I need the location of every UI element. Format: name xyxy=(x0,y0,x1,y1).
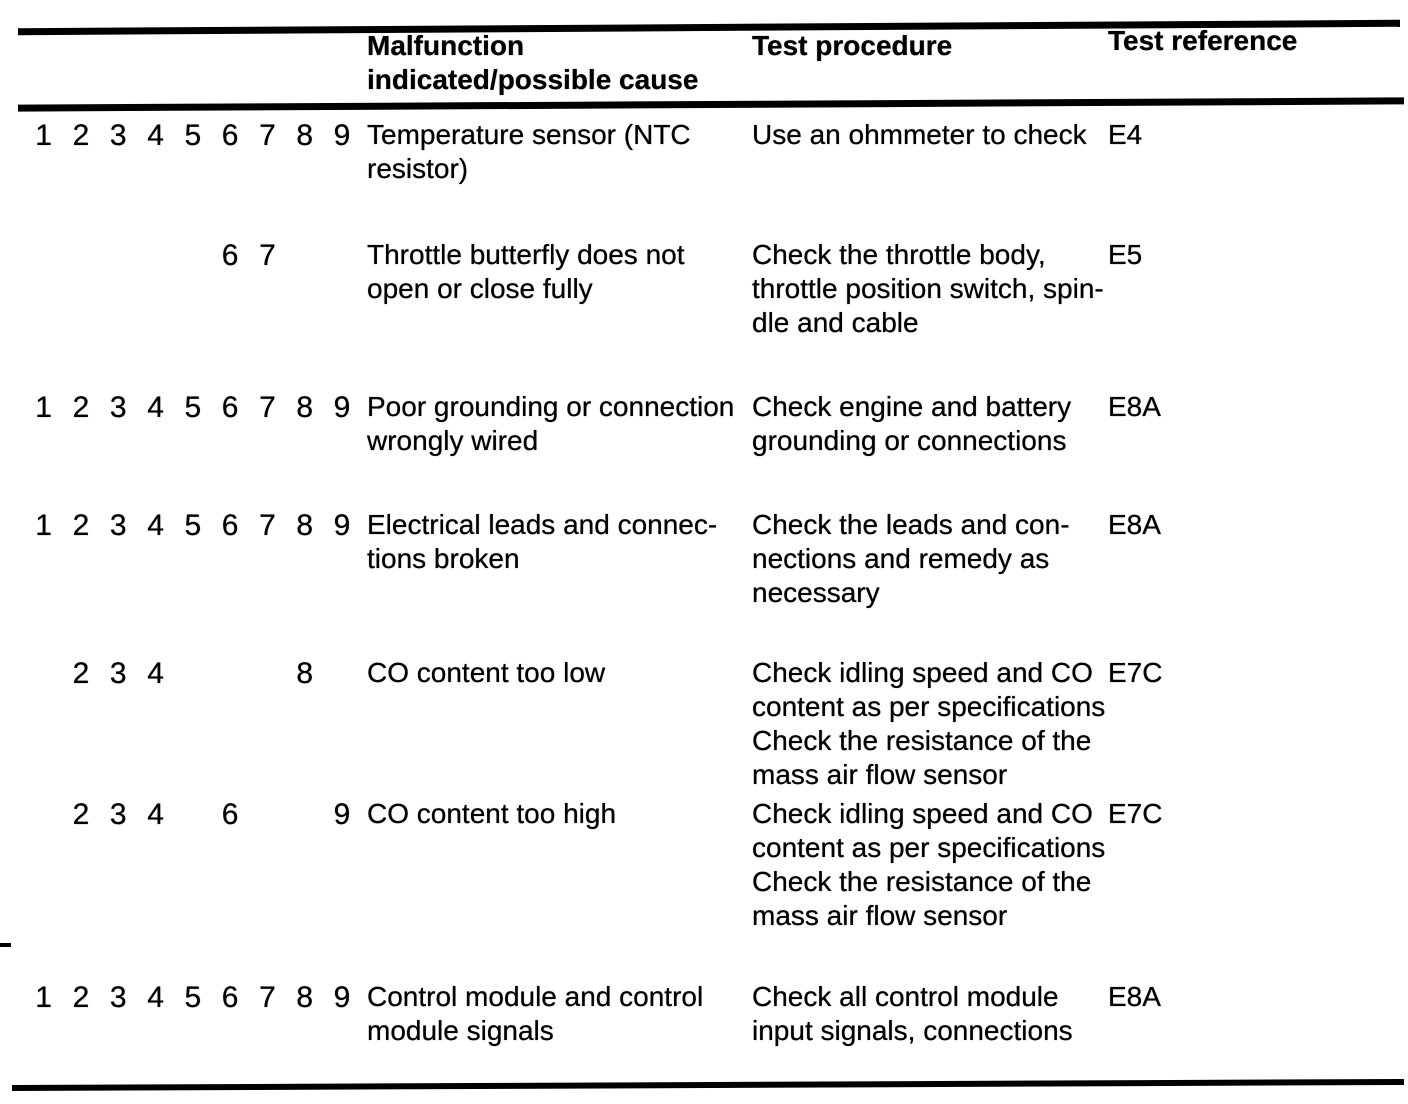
fault-code: 5 xyxy=(184,391,202,424)
fault-code xyxy=(25,657,62,691)
scan-artifact-mark xyxy=(0,943,11,947)
fault-code xyxy=(323,657,360,691)
fault-code: 9 xyxy=(333,509,351,542)
fault-code-cells: 2 3 4 6 9 xyxy=(25,798,361,832)
malfunction-cell: Electrical leads and connec- tions broke… xyxy=(367,509,718,574)
fault-code-cells: 2 3 4 8 xyxy=(25,657,361,691)
header-divider-rule xyxy=(17,97,1405,112)
fault-code: 8 xyxy=(296,657,314,690)
fault-code: 7 xyxy=(259,239,276,272)
fault-code: 2 xyxy=(72,391,90,424)
test-reference-cell: E7C xyxy=(1108,657,1163,688)
malfunction-cell: CO content too high xyxy=(367,798,617,829)
fault-code xyxy=(25,239,62,273)
fault-code: 2 xyxy=(72,798,90,831)
fault-code: 7 xyxy=(259,509,276,542)
test-reference-cell: E8A xyxy=(1108,981,1161,1012)
fault-code: 8 xyxy=(296,981,314,1014)
fault-code: 6 xyxy=(221,239,239,272)
test-procedure-cell: Check the leads and con- nections and re… xyxy=(752,509,1070,608)
fault-code: 3 xyxy=(109,119,127,152)
fault-code: 4 xyxy=(147,657,164,690)
fault-code: 4 xyxy=(147,798,164,831)
fault-code-cells: 1 2 3 4 5 6 7 8 9 xyxy=(25,509,361,543)
test-procedure-cell: Check idling speed and CO content as per… xyxy=(752,657,1106,790)
fault-code: 3 xyxy=(109,798,127,831)
fault-code: 8 xyxy=(296,119,314,152)
fault-code: 7 xyxy=(259,391,276,424)
fault-code: 8 xyxy=(296,391,314,424)
test-reference-cell: E8A xyxy=(1108,391,1161,422)
test-reference-cell: E4 xyxy=(1108,119,1143,150)
fault-code: 9 xyxy=(333,981,351,1014)
fault-code xyxy=(174,239,211,273)
fault-code-cells: 6 7 xyxy=(25,239,361,273)
table-bottom-rule xyxy=(11,1078,1405,1092)
fault-code xyxy=(25,798,62,832)
fault-code: 2 xyxy=(72,509,90,542)
fault-code-cells: 1 2 3 4 5 6 7 8 9 xyxy=(25,391,361,425)
fault-code xyxy=(323,239,360,273)
fault-code xyxy=(174,798,211,832)
malfunction-column-header: Malfunction indicated/possible cause xyxy=(367,30,699,95)
fault-code: 3 xyxy=(109,391,127,424)
fault-code: 3 xyxy=(109,657,127,690)
malfunction-cell: Temperature sensor (NTC resistor) xyxy=(367,119,691,184)
test-procedure-column-header: Test procedure xyxy=(752,30,953,61)
fault-code: 6 xyxy=(221,119,239,152)
test-procedure-cell: Check all control module input signals, … xyxy=(752,981,1073,1046)
fault-code: 2 xyxy=(72,657,90,690)
fault-code xyxy=(137,239,174,273)
test-procedure-cell: Check the throttle body, throttle positi… xyxy=(752,239,1104,338)
fault-code xyxy=(286,798,323,832)
test-procedure-cell: Check engine and battery grounding or co… xyxy=(752,391,1072,456)
fault-code: 8 xyxy=(296,509,314,542)
fault-code: 1 xyxy=(35,391,52,424)
fault-code: 1 xyxy=(35,119,52,152)
fault-code-cells: 1 2 3 4 5 6 7 8 9 xyxy=(25,119,361,153)
test-reference-cell: E7C xyxy=(1108,798,1163,829)
fault-code xyxy=(249,798,286,832)
fault-code xyxy=(62,239,99,273)
fault-code xyxy=(286,239,323,273)
fault-code xyxy=(174,657,211,691)
fault-code: 1 xyxy=(35,509,52,542)
fault-code: 5 xyxy=(184,981,202,1014)
fault-code: 6 xyxy=(221,391,239,424)
malfunction-cell: CO content too low xyxy=(367,657,606,688)
fault-code: 4 xyxy=(147,509,164,542)
fault-code: 9 xyxy=(333,119,351,152)
malfunction-cell: Poor grounding or connection wrongly wir… xyxy=(367,391,735,456)
fault-code: 3 xyxy=(109,981,127,1014)
fault-code-cells: 1 2 3 4 5 6 7 8 9 xyxy=(25,981,361,1015)
fault-code: 5 xyxy=(184,119,202,152)
fault-code: 5 xyxy=(184,509,202,542)
fault-code: 3 xyxy=(109,509,127,542)
fault-code: 2 xyxy=(72,981,90,1014)
malfunction-cell: Control module and control module signal… xyxy=(367,981,704,1046)
fault-code: 6 xyxy=(221,509,239,542)
fault-code: 4 xyxy=(147,391,164,424)
fault-code: 1 xyxy=(35,981,52,1014)
test-procedure-cell: Use an ohmmeter to check xyxy=(752,119,1087,150)
fault-code xyxy=(249,657,286,691)
fault-code xyxy=(100,239,137,273)
test-reference-cell: E8A xyxy=(1108,509,1161,540)
fault-code: 6 xyxy=(221,981,239,1014)
fault-code: 2 xyxy=(72,119,90,152)
fault-code: 7 xyxy=(259,119,276,152)
malfunction-cell: Throttle butterfly does not open or clos… xyxy=(367,239,685,304)
fault-code: 4 xyxy=(147,981,164,1014)
fault-code: 9 xyxy=(333,798,351,831)
test-reference-column-header: Test reference xyxy=(1108,25,1298,56)
fault-code: 9 xyxy=(333,391,351,424)
fault-code xyxy=(211,657,248,691)
fault-code: 7 xyxy=(259,981,276,1014)
fault-code: 6 xyxy=(221,798,239,831)
test-reference-cell: E5 xyxy=(1108,239,1143,270)
fault-code: 4 xyxy=(147,119,164,152)
test-procedure-cell: Check idling speed and CO content as per… xyxy=(752,798,1106,931)
